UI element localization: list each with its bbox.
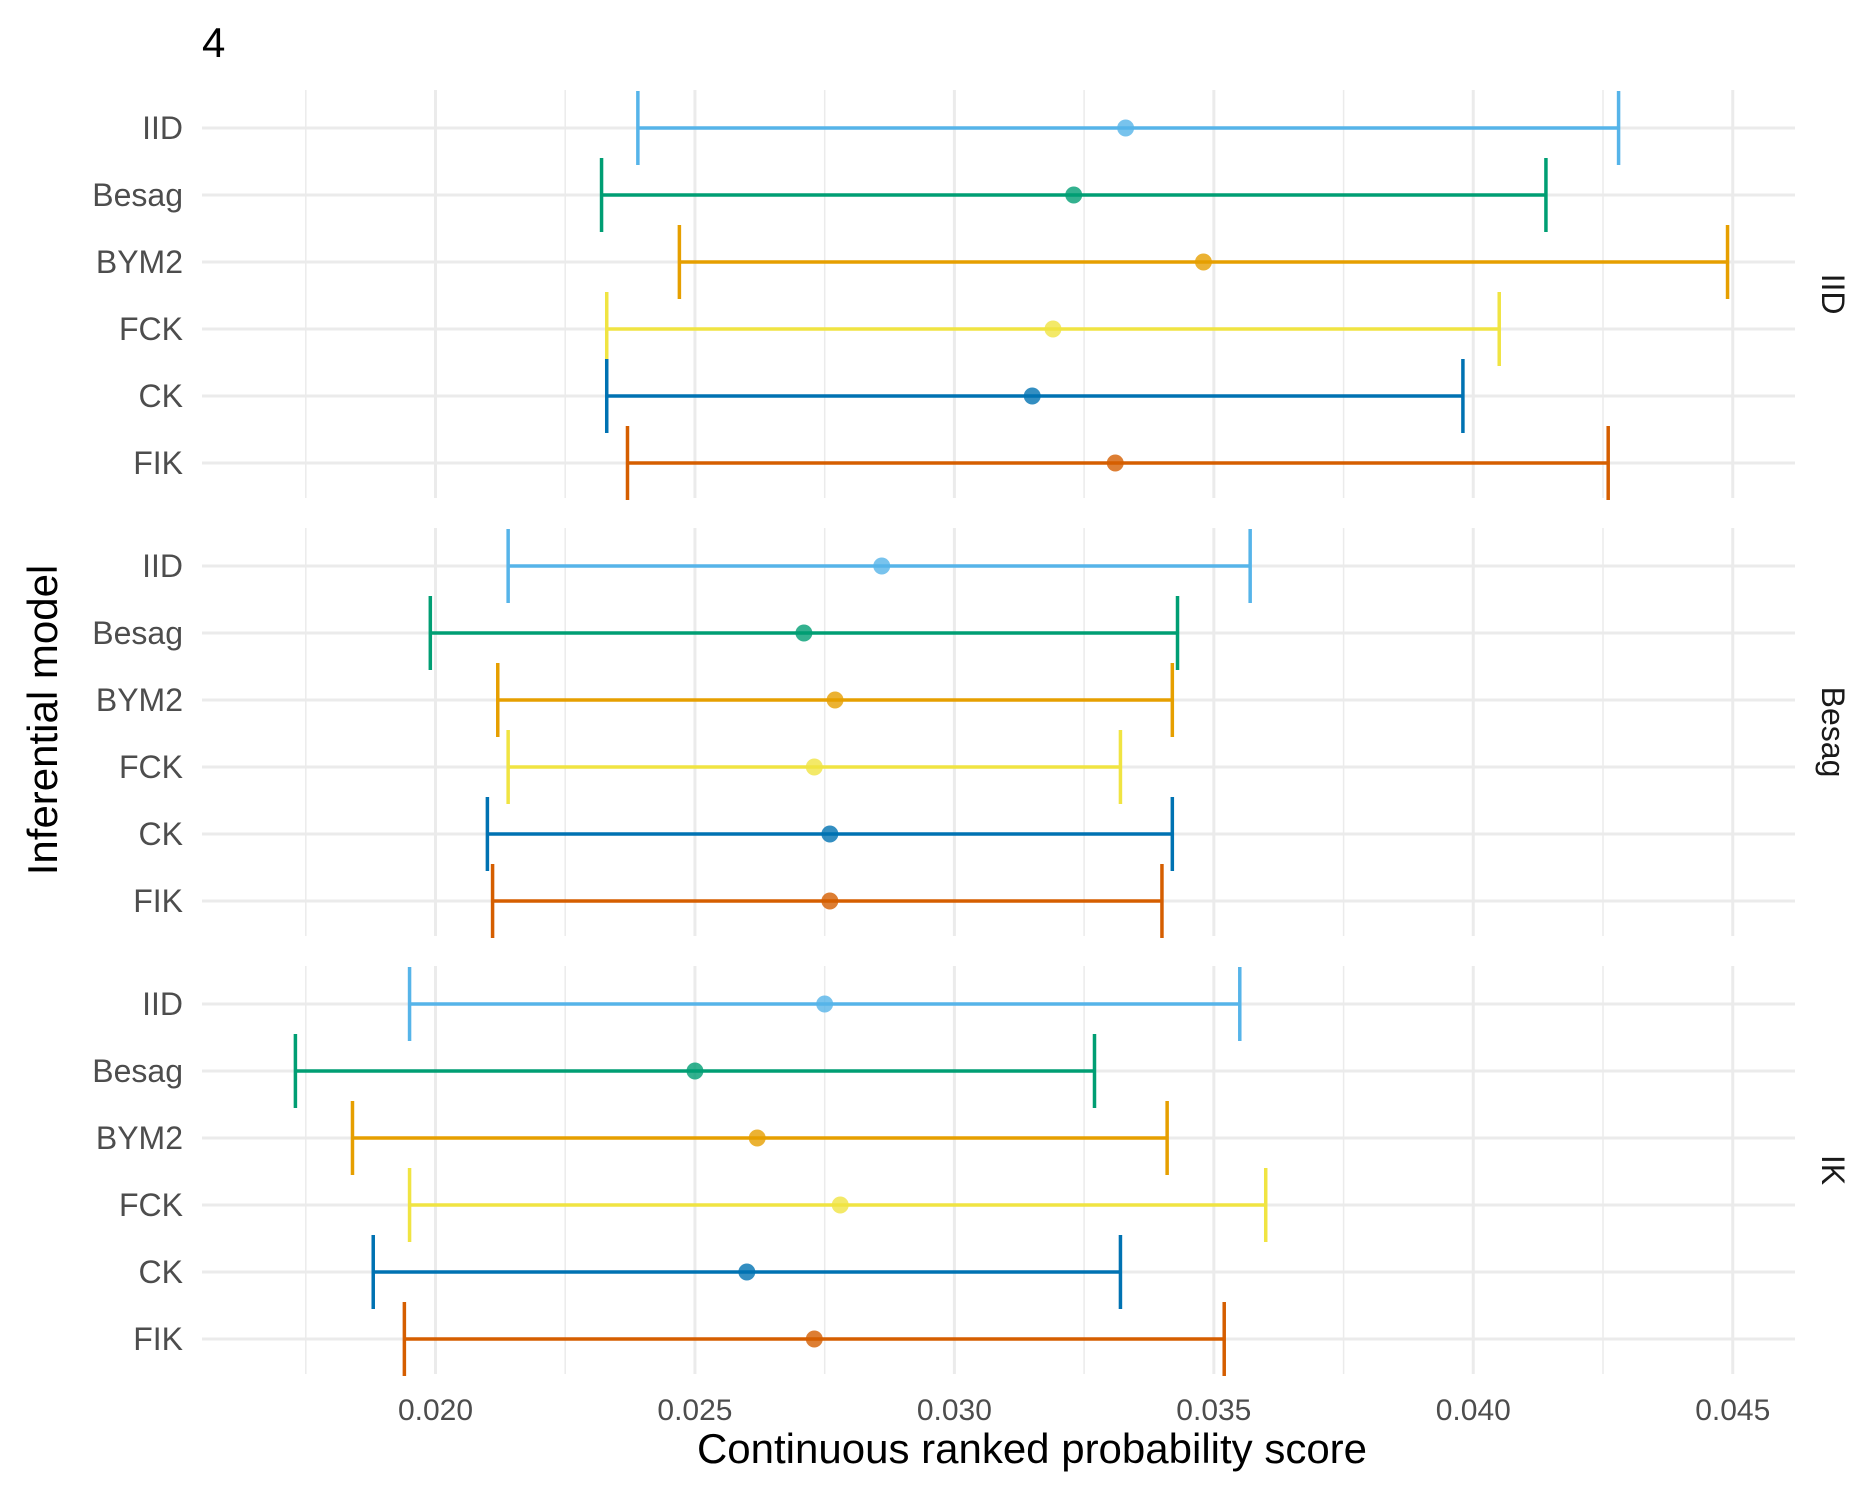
- point-estimate: [686, 1062, 704, 1080]
- errorbar-ck: [485, 797, 1175, 871]
- facet-panels: IID Besag BYM2 FCK CK FIK IID IID Besag BYM2 FCK CK…: [92, 90, 1851, 1376]
- point-estimate: [795, 624, 813, 642]
- x-axis-title: Continuous ranked probability score: [697, 1425, 1367, 1472]
- point-estimate: [826, 691, 844, 709]
- x-tick-label: 0.025: [657, 1394, 732, 1427]
- errorbar-besag: [428, 596, 1180, 670]
- errorbar-iid: [506, 529, 1252, 603]
- point-estimate: [748, 1129, 766, 1147]
- x-tick-label: 0.045: [1695, 1394, 1770, 1427]
- y-tick-label: BYM2: [96, 244, 183, 280]
- x-tick-label: 0.020: [398, 1394, 473, 1427]
- point-estimate: [1023, 387, 1041, 405]
- point-estimate: [1044, 320, 1062, 338]
- y-tick-label: FCK: [119, 1187, 183, 1223]
- y-tick-label: FIK: [133, 445, 183, 481]
- x-tick-label: 0.035: [1176, 1394, 1251, 1427]
- errorbar-besag: [599, 158, 1548, 232]
- errorbar-ck: [604, 359, 1465, 433]
- errorbar-fck: [604, 292, 1501, 366]
- x-tick-label: 0.040: [1436, 1394, 1511, 1427]
- errorbar-fik: [625, 426, 1610, 500]
- y-tick-label: Besag: [92, 615, 183, 651]
- point-estimate: [1194, 253, 1212, 271]
- errorbar-bym2: [496, 663, 1175, 737]
- point-estimate: [1106, 454, 1124, 472]
- errorbar-bym2: [677, 225, 1730, 299]
- errorbar-fik: [402, 1302, 1226, 1376]
- y-tick-label: CK: [139, 816, 183, 852]
- errorbar-fik: [490, 864, 1164, 938]
- chart-title: 4: [202, 19, 225, 66]
- point-estimate: [821, 825, 839, 843]
- y-tick-label: IID: [142, 986, 183, 1022]
- x-axis: 0.020 0.025 0.030 0.035 0.040 0.045: [398, 1394, 1770, 1427]
- point-estimate: [1117, 119, 1135, 137]
- y-tick-label: IID: [142, 110, 183, 146]
- errorbar-bym2: [350, 1101, 1169, 1175]
- point-estimate: [805, 758, 823, 776]
- facet-panel-iid: IID Besag BYM2 FCK CK FIK IID: [92, 90, 1851, 500]
- facet-strip-label: Besag: [1815, 687, 1851, 778]
- point-estimate: [805, 1330, 823, 1348]
- point-estimate: [873, 557, 891, 575]
- y-tick-label: BYM2: [96, 682, 183, 718]
- point-estimate: [831, 1196, 849, 1214]
- y-tick-label: Besag: [92, 1053, 183, 1089]
- y-tick-label: CK: [139, 1254, 183, 1290]
- errorbar-besag: [293, 1034, 1097, 1108]
- point-estimate: [1065, 186, 1083, 204]
- facet-panel-besag: IID Besag BYM2 FCK CK FIK Besag: [92, 528, 1851, 938]
- point-estimate: [816, 995, 834, 1013]
- errorbar-fck: [506, 730, 1123, 804]
- errorbar-ck: [371, 1235, 1123, 1309]
- y-tick-label: IID: [142, 548, 183, 584]
- y-tick-label: FIK: [133, 883, 183, 919]
- point-estimate: [738, 1263, 756, 1281]
- y-tick-label: CK: [139, 378, 183, 414]
- errorbar-iid: [407, 967, 1242, 1041]
- y-tick-label: FCK: [119, 749, 183, 785]
- x-tick-label: 0.030: [917, 1394, 992, 1427]
- facet-strip-label: IID: [1815, 274, 1851, 315]
- facet-strip-label: IK: [1815, 1155, 1851, 1185]
- errorbar-fck: [407, 1168, 1268, 1242]
- facet-panel-ik: IID Besag BYM2 FCK CK FIK IK: [92, 966, 1851, 1376]
- y-tick-label: FCK: [119, 311, 183, 347]
- errorbar-iid: [636, 91, 1621, 165]
- y-tick-label: Besag: [92, 177, 183, 213]
- y-tick-label: BYM2: [96, 1120, 183, 1156]
- y-axis-title: Inferential model: [19, 565, 66, 876]
- point-estimate: [821, 892, 839, 910]
- y-tick-label: FIK: [133, 1321, 183, 1357]
